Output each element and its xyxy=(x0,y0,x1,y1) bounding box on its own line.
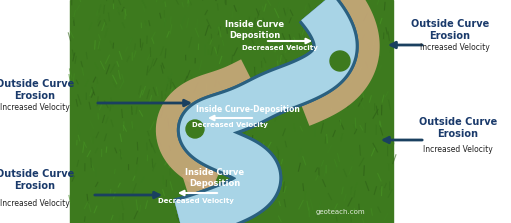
Text: Decreased Velocity: Decreased Velocity xyxy=(158,198,234,204)
Text: Outside Curve
Erosion: Outside Curve Erosion xyxy=(0,169,74,191)
Text: Outside Curve
Erosion: Outside Curve Erosion xyxy=(0,79,74,101)
Text: Increased Velocity: Increased Velocity xyxy=(420,43,490,52)
Text: Inside Curve-Deposition: Inside Curve-Deposition xyxy=(196,105,300,114)
Text: Outside Curve
Erosion: Outside Curve Erosion xyxy=(411,19,489,41)
Polygon shape xyxy=(175,0,356,223)
Text: Decreased Velocity: Decreased Velocity xyxy=(242,45,318,51)
Text: Increased Velocity: Increased Velocity xyxy=(0,198,70,207)
Bar xyxy=(70,0,393,223)
Text: geoteach.com: geoteach.com xyxy=(315,209,365,215)
Text: Inside Curve
Deposition: Inside Curve Deposition xyxy=(185,168,245,188)
Polygon shape xyxy=(174,0,359,223)
Polygon shape xyxy=(288,0,380,126)
Text: Increased Velocity: Increased Velocity xyxy=(423,145,493,155)
Polygon shape xyxy=(182,147,273,223)
Polygon shape xyxy=(156,59,267,193)
Text: Decreased Velocity: Decreased Velocity xyxy=(192,122,268,128)
Text: Inside Curve
Deposition: Inside Curve Deposition xyxy=(225,20,285,40)
Circle shape xyxy=(186,120,204,138)
Polygon shape xyxy=(175,0,356,223)
Text: Increased Velocity: Increased Velocity xyxy=(0,103,70,112)
Circle shape xyxy=(330,51,350,71)
Polygon shape xyxy=(174,0,359,223)
Text: Outside Curve
Erosion: Outside Curve Erosion xyxy=(419,117,497,139)
